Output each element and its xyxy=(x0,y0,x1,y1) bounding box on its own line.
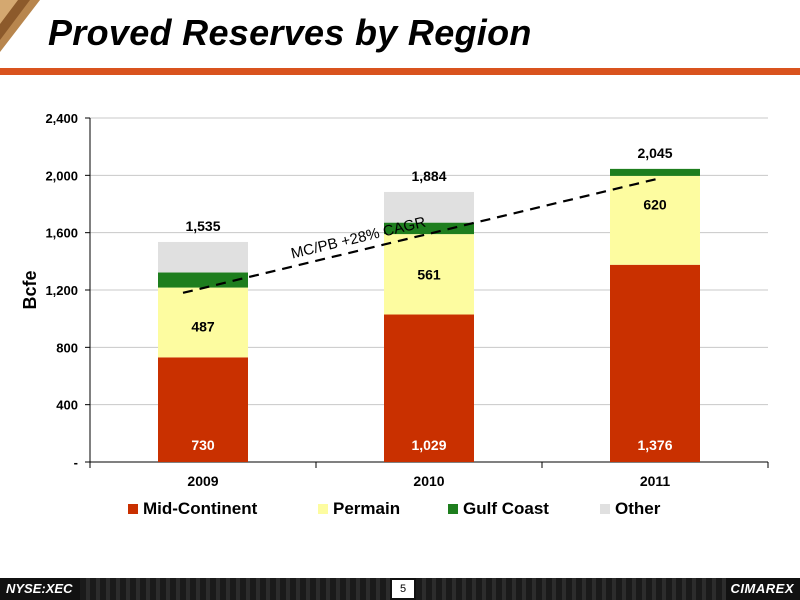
bar-other xyxy=(384,191,474,223)
x-tick-label: 2009 xyxy=(187,473,218,489)
total-label: 1,884 xyxy=(411,168,446,184)
data-label: 1,029 xyxy=(411,437,446,453)
data-label: 620 xyxy=(643,196,667,212)
bar-permain xyxy=(158,287,248,358)
y-tick-label: 1,200 xyxy=(45,283,78,298)
legend: Mid-Continent Permain Gulf Coast Other xyxy=(128,499,661,518)
bar-mid-continent xyxy=(384,314,474,462)
bar-gulf-coast xyxy=(610,168,700,176)
data-label: 730 xyxy=(191,437,215,453)
legend-swatch xyxy=(128,504,138,514)
data-labels: 730 487 1,535 1,029 561 1,884 1,376 620 2,045 xyxy=(185,145,672,453)
legend-swatch xyxy=(318,504,328,514)
y-axis-label: Bcfe xyxy=(20,270,40,309)
stock-ticker: NYSE:XEC xyxy=(6,581,73,596)
page-number: 5 xyxy=(392,580,414,598)
total-label: 1,535 xyxy=(185,218,220,234)
bar-gulf-coast xyxy=(158,272,248,288)
legend-label: Other xyxy=(615,499,661,518)
y-tick-label: 400 xyxy=(56,398,78,413)
company-logo-corner xyxy=(0,0,40,52)
company-brand: CIMAREX xyxy=(730,581,794,596)
y-tick-label: 2,000 xyxy=(45,168,78,183)
y-tick-label: 2,400 xyxy=(45,111,78,126)
footer-stripe-right xyxy=(416,578,726,600)
bar-mid-continent xyxy=(610,264,700,462)
data-label: 487 xyxy=(191,318,215,334)
proved-reserves-chart: - 400 800 1,200 1,600 2,000 2,400 730 487 1,535 1… xyxy=(20,111,769,518)
legend-swatch xyxy=(448,504,458,514)
footer-stripe-left xyxy=(80,578,390,600)
bar-permain xyxy=(610,175,700,265)
legend-swatch xyxy=(600,504,610,514)
x-tick-labels: 2009 2010 2011 xyxy=(187,473,670,489)
data-label: 561 xyxy=(417,266,441,282)
total-label: 2,045 xyxy=(637,145,672,161)
bar-mid-continent xyxy=(158,357,248,462)
y-tick-label: 800 xyxy=(56,340,78,355)
footer-bar: NYSE:XEC CIMAREX xyxy=(0,578,800,600)
x-tick-label: 2011 xyxy=(640,473,671,489)
legend-label: Gulf Coast xyxy=(463,499,549,518)
legend-label: Permain xyxy=(333,499,400,518)
y-tick-label: - xyxy=(74,455,78,470)
data-label: 1,376 xyxy=(637,437,672,453)
bar-gulf-coast xyxy=(384,222,474,235)
bar-other xyxy=(158,241,248,273)
trend-line xyxy=(182,177,661,294)
legend-label: Mid-Continent xyxy=(143,499,258,518)
title-divider xyxy=(0,68,800,75)
bar-permain xyxy=(384,234,474,315)
x-tick-label: 2010 xyxy=(413,473,444,489)
bars xyxy=(158,168,700,462)
slide-title: Proved Reserves by Region xyxy=(48,12,532,53)
y-tick-labels: - 400 800 1,200 1,600 2,000 2,400 xyxy=(45,111,78,470)
y-tick-label: 1,600 xyxy=(45,226,78,241)
